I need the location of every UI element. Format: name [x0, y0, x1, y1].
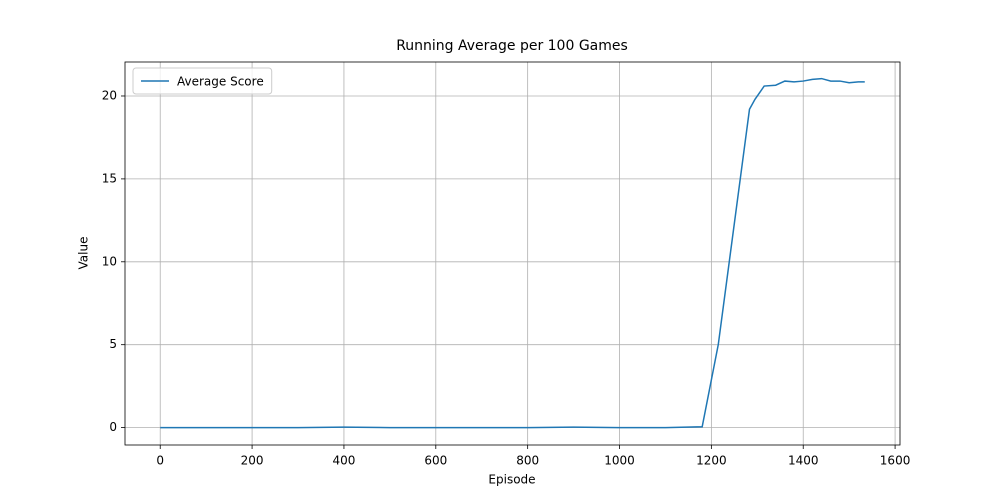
legend-label: Average Score: [177, 75, 264, 89]
line-series: [160, 77, 865, 429]
x-tick-label: 0: [156, 454, 164, 468]
x-tick-label: 400: [332, 454, 355, 468]
legend: Average Score: [132, 67, 273, 95]
plot: [160, 77, 865, 429]
y-tick-label: 10: [102, 254, 117, 268]
y-tick-label: 15: [102, 171, 117, 185]
x-axis-label: Episode: [488, 473, 535, 487]
x-tick-label: 600: [424, 454, 447, 468]
x-tick-label: 1200: [696, 454, 727, 468]
x-tick-label: 1600: [880, 454, 911, 468]
y-tick-label: 20: [102, 88, 117, 102]
x-tick-label: 800: [516, 454, 539, 468]
legend-box: [132, 67, 273, 95]
x-tick-label: 1000: [604, 454, 635, 468]
y-tick-label: 0: [109, 420, 117, 434]
y-tick-label: 5: [109, 337, 117, 351]
x-tick-label: 200: [241, 454, 264, 468]
y-axis-label: Value: [77, 237, 91, 270]
x-tick-label: 1400: [788, 454, 819, 468]
axes-frame: [124, 61, 901, 446]
chart-title: Running Average per 100 Games: [396, 38, 628, 54]
